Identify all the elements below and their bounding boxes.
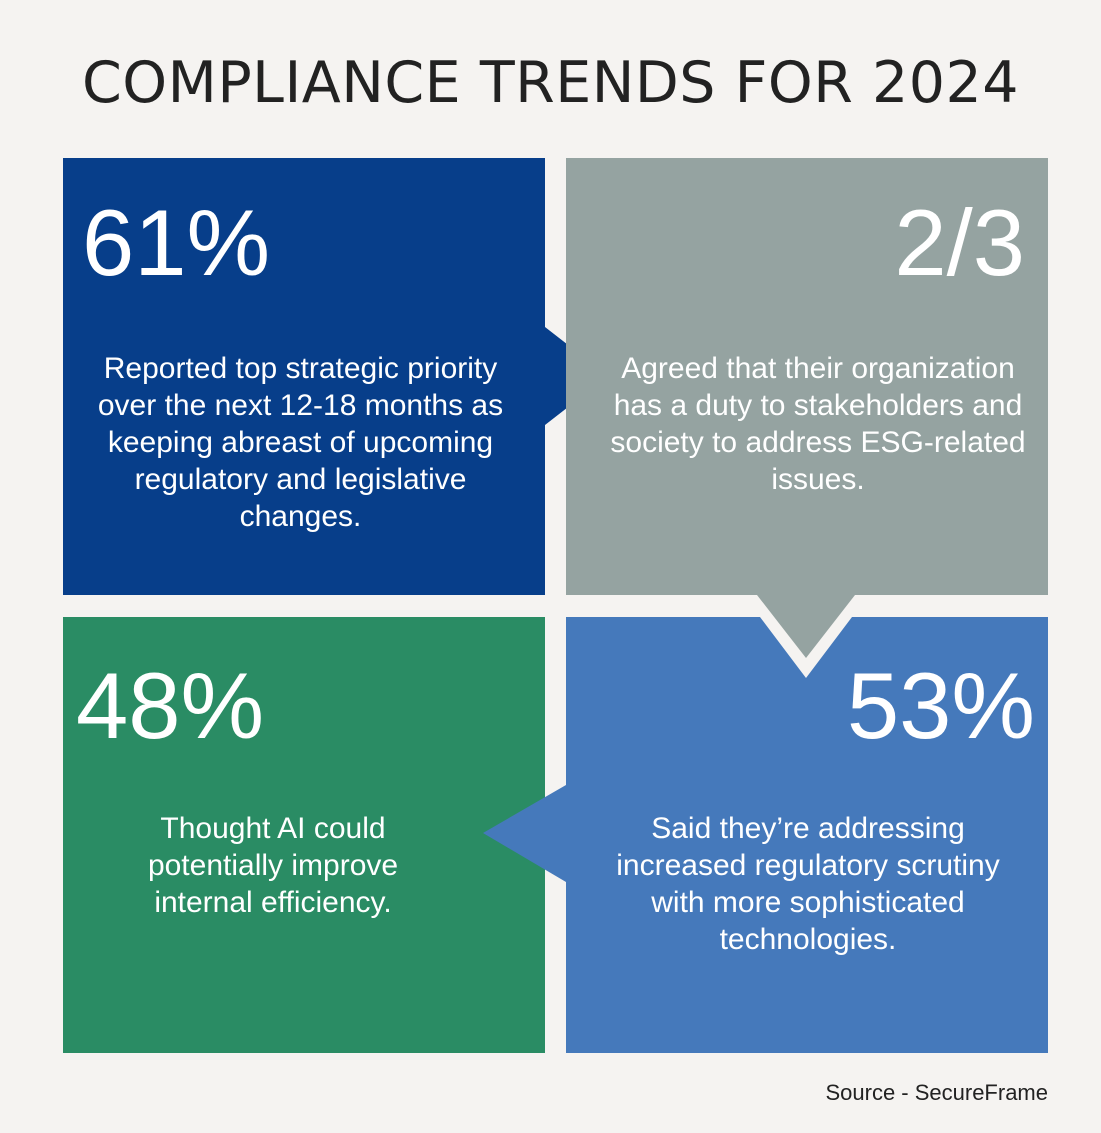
box-bottom-left [63, 617, 545, 1053]
box-top-left [63, 158, 608, 595]
stat-value-top-left: 61% [82, 190, 271, 295]
stat-value-bottom-right: 53% [846, 653, 1035, 758]
box-top-right [566, 158, 1048, 658]
stat-value-top-right: 2/3 [894, 190, 1025, 295]
stat-description-top-right: Agreed that their organization has a dut… [610, 352, 1026, 496]
stat-description-top-left: Reported top strategic priority over the… [97, 352, 504, 533]
source-credit: Source - SecureFrame [825, 1080, 1048, 1105]
stat-description-bottom-left: Thought AI could potentially improve int… [147, 812, 399, 919]
stat-description-bottom-right: Said they’re addressing increased regula… [616, 812, 1000, 956]
stat-value-bottom-left: 48% [76, 653, 265, 758]
page-title: COMPLIANCE TRENDS FOR 2024 [81, 50, 1020, 116]
box-bottom-right [483, 617, 1048, 1053]
